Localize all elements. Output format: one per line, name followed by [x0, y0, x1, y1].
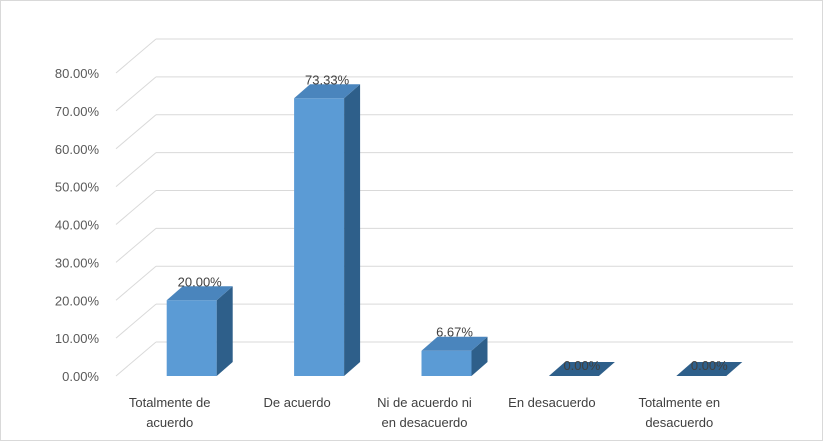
gridline-diagonal [115, 76, 157, 112]
gridline-diagonal [115, 114, 157, 150]
bar-top [676, 362, 743, 376]
x-category-label: desacuerdo [645, 415, 713, 430]
data-label: 6.67% [436, 325, 473, 340]
bar-side [471, 336, 488, 376]
bar-top [294, 84, 361, 99]
gridline-diagonal [115, 341, 157, 377]
x-category-label: Totalmente de [129, 395, 211, 410]
gridline-diagonal [115, 152, 157, 188]
data-label: 0.00% [691, 358, 728, 373]
bar-top [166, 286, 233, 301]
bar [294, 98, 345, 376]
x-category-label: Ni de acuerdo ni [377, 395, 472, 410]
y-tick-label: 40.00% [55, 218, 100, 233]
data-label: 0.00% [563, 358, 600, 373]
bar-top [548, 362, 615, 376]
y-tick-label: 30.00% [55, 255, 100, 270]
y-tick-label: 70.00% [55, 104, 100, 119]
y-tick-label: 50.00% [55, 180, 100, 195]
data-label: 20.00% [178, 274, 223, 289]
x-category-label: Totalmente en [638, 395, 720, 410]
bar [421, 350, 472, 376]
y-tick-label: 60.00% [55, 142, 100, 157]
x-category-label: acuerdo [146, 415, 193, 430]
x-category-label: De acuerdo [263, 395, 330, 410]
gridline-diagonal [115, 38, 157, 74]
bar-side [216, 286, 233, 376]
bar-side [344, 84, 361, 376]
data-label: 73.33% [305, 72, 350, 87]
y-tick-label: 80.00% [55, 66, 100, 81]
gridline-diagonal [115, 227, 157, 263]
y-tick-label: 10.00% [55, 331, 100, 346]
y-tick-label: 20.00% [55, 293, 100, 308]
bar-top [421, 336, 488, 351]
bar [166, 300, 217, 376]
x-category-label: en desacuerdo [381, 415, 467, 430]
gridline-diagonal [115, 265, 157, 301]
gridline-diagonal [115, 303, 157, 339]
gridline-diagonal [115, 190, 157, 225]
x-category-label: En desacuerdo [508, 395, 595, 410]
y-tick-label: 0.00% [62, 369, 99, 384]
